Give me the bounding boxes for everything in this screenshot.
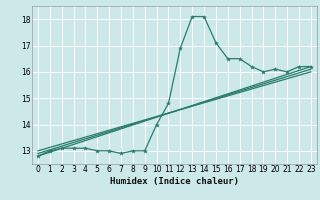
X-axis label: Humidex (Indice chaleur): Humidex (Indice chaleur) <box>110 177 239 186</box>
